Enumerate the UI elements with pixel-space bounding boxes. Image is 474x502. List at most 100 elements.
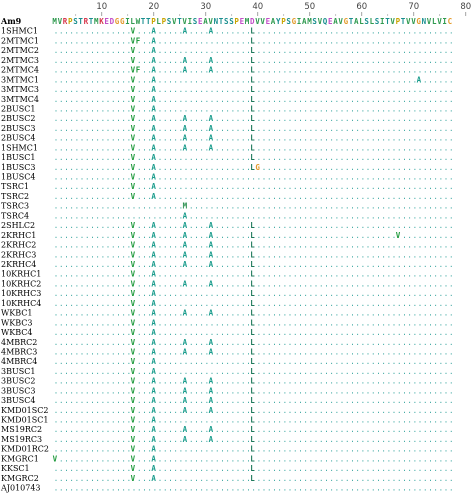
substitution-residue: A	[183, 56, 188, 65]
substitution-residue: A	[151, 134, 156, 143]
sequence-row: ........................................…	[54, 221, 454, 230]
substitution-residue: A	[151, 260, 156, 269]
sequence-row: ........................................…	[54, 445, 454, 454]
sequence-row: ........................................…	[54, 435, 454, 444]
sequence-row: ........................................…	[53, 454, 454, 463]
substitution-residue: A	[151, 425, 156, 434]
identical-dots: ........................................…	[54, 260, 454, 269]
substitution-residue: V	[131, 241, 136, 250]
sequence-row: ........................................…	[54, 260, 454, 269]
sequence-name: 2BUSC2	[1, 114, 35, 123]
substitution-residue: V	[131, 27, 136, 36]
substitution-residue: A	[183, 241, 188, 250]
substitution-residue: A	[183, 134, 188, 143]
substitution-residue: A	[151, 347, 156, 356]
sequence-name: MS19RC2	[1, 425, 42, 434]
substitution-residue: A	[151, 435, 156, 444]
sequence-row: ........................................…	[54, 182, 454, 191]
sequence-row: ........................................…	[54, 66, 454, 75]
reference-sequence: MVRPSTRTMKEDGGILWTTPLPSVTVISEAVNTSSPEMDV…	[52, 17, 452, 26]
substitution-residue: V	[131, 406, 136, 415]
sequence-row: ........................................…	[54, 338, 454, 347]
substitution-residue: V	[131, 309, 136, 318]
sequence-name: 1SHMC1	[1, 143, 38, 152]
substitution-residue: A	[209, 134, 214, 143]
sequence-row: ........................................…	[54, 241, 454, 250]
substitution-residue: A	[151, 416, 156, 425]
substitution-residue: A	[209, 338, 214, 347]
substitution-residue: L	[250, 445, 255, 454]
sequence-row: ........................................…	[54, 425, 454, 434]
substitution-residue: L	[250, 36, 255, 45]
sequence-row: ........................................…	[54, 377, 454, 386]
substitution-residue: A	[183, 435, 188, 444]
sequence-name: 2MTMC1	[1, 36, 39, 45]
substitution-residue: L	[250, 75, 255, 84]
substitution-residue: L	[250, 377, 255, 386]
identical-dots: ........................................…	[54, 95, 454, 104]
substitution-residue: V	[131, 114, 136, 123]
identical-dots: ........................................…	[54, 270, 454, 279]
substitution-residue: A	[183, 260, 188, 269]
ruler-label: 80	[460, 2, 471, 12]
substitution-residue: L	[250, 406, 255, 415]
substitution-residue: V	[131, 221, 136, 230]
sequence-row: ........................................…	[54, 134, 454, 143]
substitution-residue: A	[151, 289, 156, 298]
ruler-label: 40	[252, 2, 263, 12]
sequence-name: KMD01SC1	[1, 416, 48, 425]
substitution-residue: A	[151, 445, 156, 454]
sequence-name: TSRC3	[1, 202, 29, 211]
substitution-residue: A	[209, 406, 214, 415]
sequence-row: ........................................…	[54, 367, 454, 376]
identical-dots: ........................................…	[54, 416, 454, 425]
sequence-name: 3MTMC4	[1, 95, 39, 104]
substitution-residue: A	[183, 124, 188, 133]
substitution-residue: A	[151, 318, 156, 327]
substitution-residue: A	[151, 241, 156, 250]
substitution-residue: A	[183, 114, 188, 123]
substitution-residue: V	[131, 153, 136, 162]
substitution-residue: V	[131, 474, 136, 483]
substitution-residue: A	[151, 75, 156, 84]
identical-dots: ........................................…	[54, 114, 454, 123]
sequence-row: ........................................…	[54, 416, 454, 425]
substitution-residue: A	[209, 279, 214, 288]
sequence-row: ........................................…	[54, 386, 454, 395]
sequence-name: 3MTMC1	[1, 75, 39, 84]
identical-dots: ........................................…	[54, 357, 454, 366]
sequence-row: ........................................…	[54, 289, 454, 298]
sequence-name: 2KRHC4	[1, 260, 36, 269]
substitution-residue: L	[250, 357, 255, 366]
substitution-residue: A	[151, 377, 156, 386]
substitution-residue: G	[255, 163, 260, 172]
identical-dots: ........................................…	[54, 386, 454, 395]
substitution-residue: A	[151, 454, 156, 463]
substitution-residue: V	[131, 464, 136, 473]
substitution-residue: A	[151, 231, 156, 240]
substitution-residue: L	[250, 309, 255, 318]
sequence-rows: MVRPSTRTMKEDGGILWTTPLPSVTVISEAVNTSSPEMDV…	[52, 17, 453, 493]
sequence-row: ........................................…	[54, 357, 454, 366]
substitution-residue: F	[136, 36, 141, 45]
substitution-residue: V	[131, 454, 136, 463]
sequence-name: 1BUSC3	[1, 163, 35, 172]
ruler-label: 30	[200, 2, 211, 12]
sequence-row: ........................................…	[54, 192, 454, 201]
identical-dots: ........................................…	[54, 192, 454, 201]
substitution-residue: V	[131, 182, 136, 191]
identical-dots: ........................................…	[54, 202, 454, 211]
substitution-residue: L	[250, 464, 255, 473]
substitution-residue: V	[131, 95, 136, 104]
substitution-residue: A	[183, 347, 188, 356]
sequence-name: 2BUSC1	[1, 104, 35, 113]
substitution-residue: V	[131, 367, 136, 376]
substitution-residue: V	[131, 56, 136, 65]
substitution-residue: L	[250, 328, 255, 337]
sequence-row: ........................................…	[54, 396, 454, 405]
substitution-residue: V	[131, 250, 136, 259]
substitution-residue: A	[151, 474, 156, 483]
identical-dots: ........................................…	[54, 474, 454, 483]
substitution-residue: L	[250, 134, 255, 143]
substitution-residue: L	[250, 56, 255, 65]
